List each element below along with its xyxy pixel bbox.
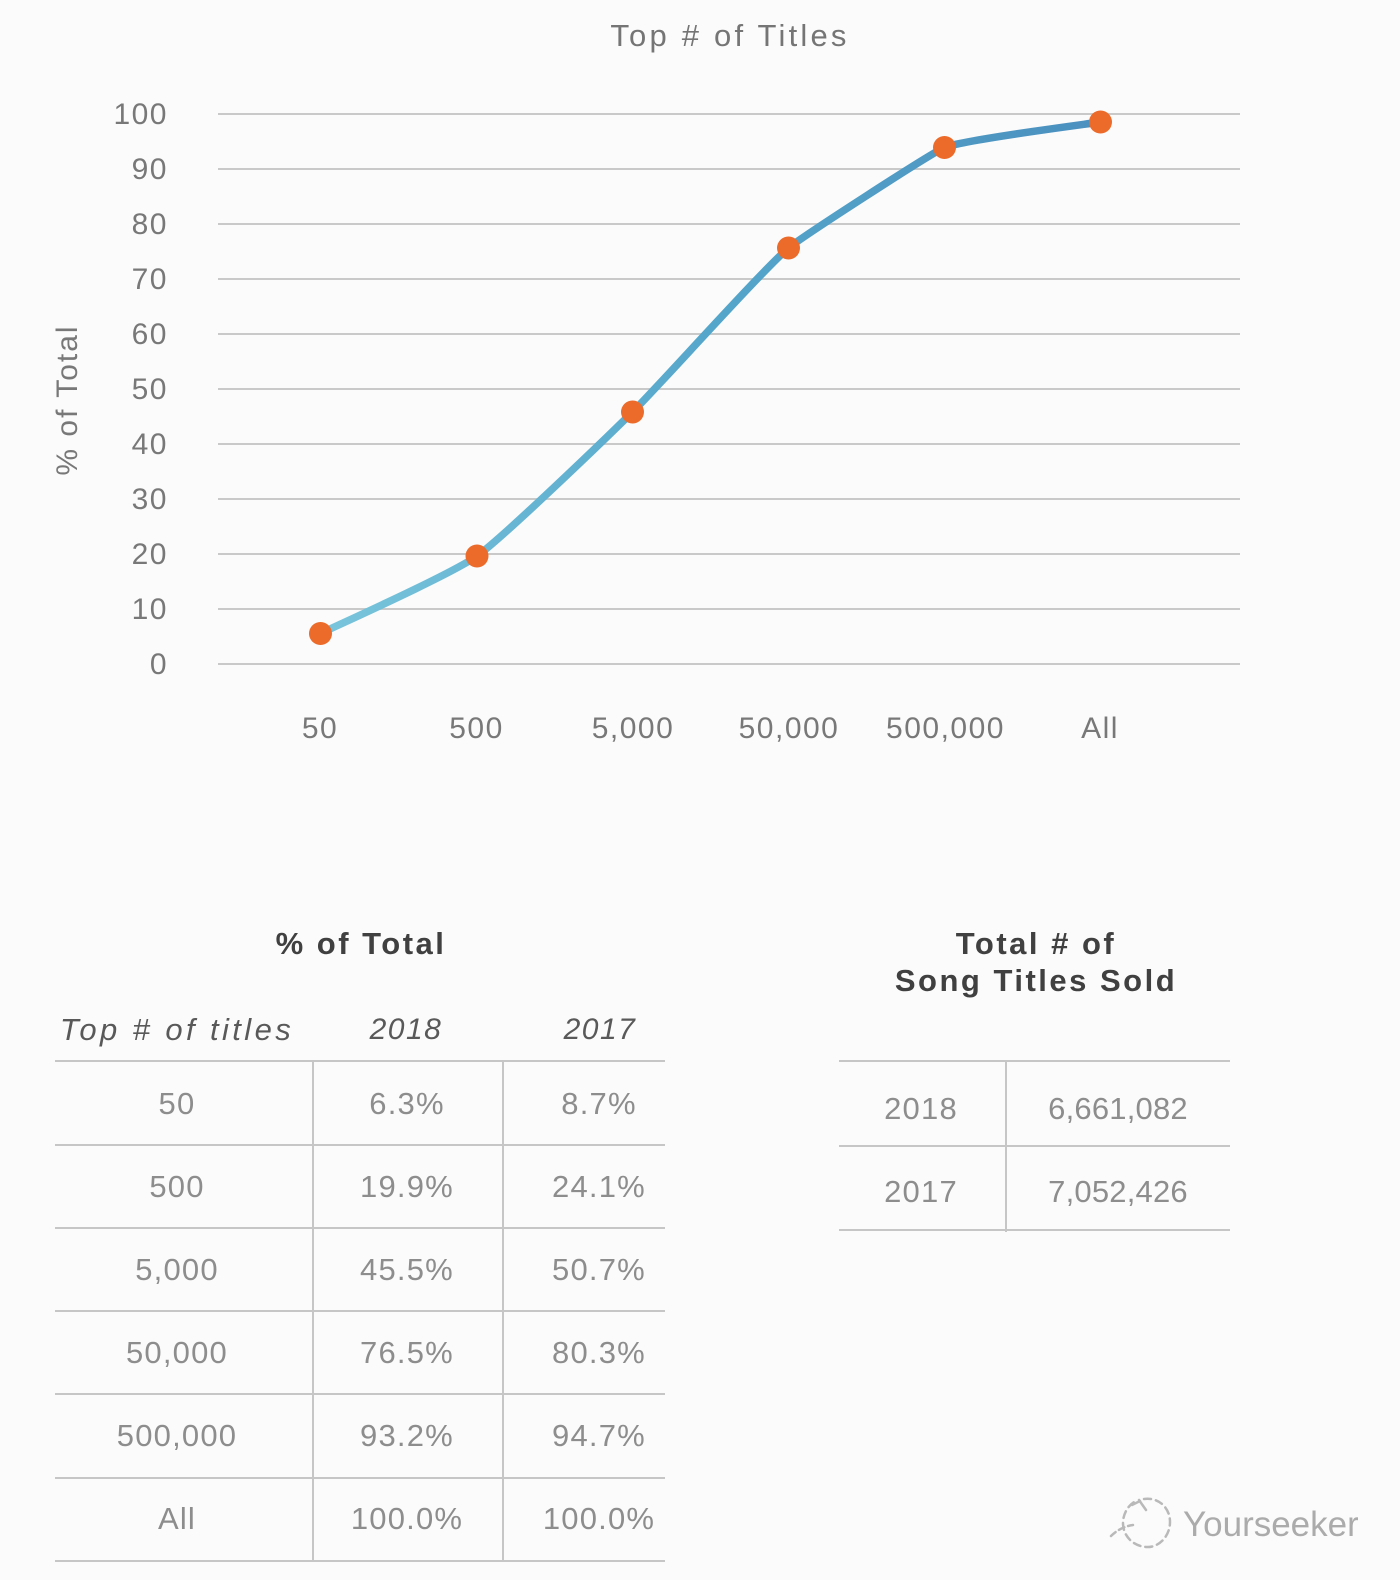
svg-text:% of Total: % of Total	[51, 324, 84, 475]
svg-text:Yourseeker: Yourseeker	[1183, 1505, 1358, 1544]
svg-text:80: 80	[132, 208, 168, 241]
svg-text:40: 40	[132, 428, 168, 461]
svg-text:500: 500	[449, 712, 504, 745]
svg-text:50: 50	[132, 373, 168, 406]
svg-text:5,000: 5,000	[592, 712, 675, 745]
svg-text:Top # of Titles: Top # of Titles	[610, 18, 849, 53]
svg-text:10: 10	[132, 593, 168, 626]
svg-text:60: 60	[132, 318, 168, 351]
svg-text:500,000: 500,000	[886, 712, 1005, 745]
svg-text:50,000: 50,000	[739, 712, 840, 745]
svg-text:0: 0	[150, 648, 168, 681]
svg-text:50: 50	[302, 712, 338, 745]
svg-text:100: 100	[113, 98, 168, 131]
svg-text:All: All	[1081, 712, 1119, 745]
svg-text:90: 90	[132, 153, 168, 186]
svg-text:70: 70	[132, 263, 168, 296]
svg-text:30: 30	[132, 483, 168, 516]
svg-text:20: 20	[132, 538, 168, 571]
